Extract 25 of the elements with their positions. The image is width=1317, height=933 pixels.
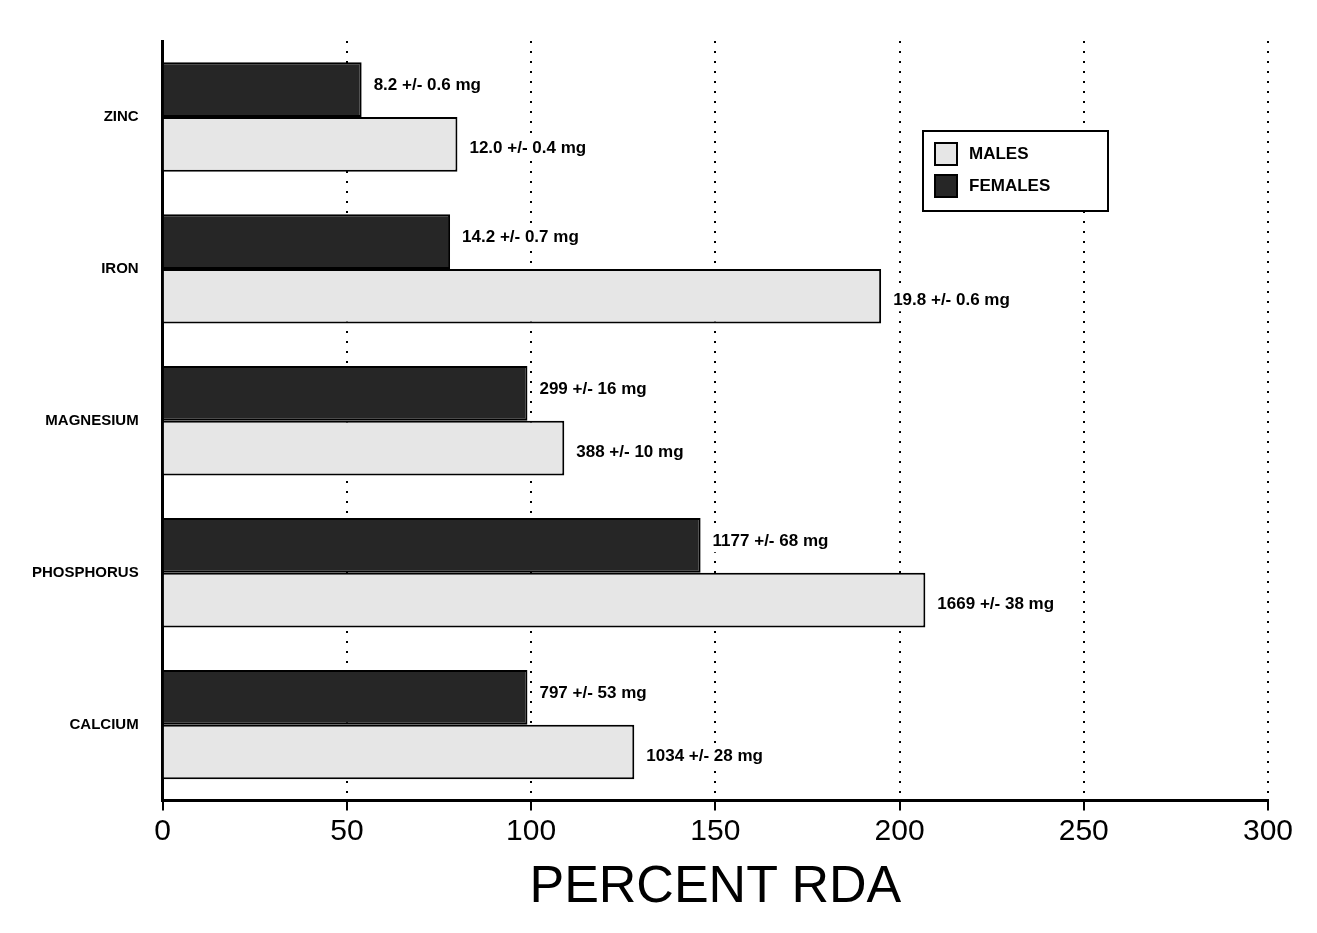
- annotation: 19.8 +/- 0.6 mg: [893, 289, 1010, 309]
- y-tick-label: ZINC: [103, 107, 139, 125]
- annotation: 8.2 +/- 0.6 mg: [373, 75, 481, 95]
- x-tick-label: 50: [330, 812, 364, 846]
- annotation: 1034 +/- 28 mg: [646, 745, 763, 765]
- annotation: 797 +/- 53 mg: [539, 682, 647, 702]
- x-tick-label: 300: [1242, 812, 1294, 846]
- x-tick-label: 100: [506, 812, 557, 846]
- x-tick-label: 150: [690, 812, 741, 846]
- y-tick-label: PHOSPHORUS: [32, 562, 139, 580]
- annotation: 12.0 +/- 0.4 mg: [469, 137, 587, 157]
- x-tick-label: 200: [874, 812, 925, 846]
- x-tick-label: 250: [1058, 812, 1109, 846]
- annotation: 1669 +/- 38 mg: [937, 593, 1055, 613]
- annotation: 388 +/- 10 mg: [576, 441, 684, 461]
- y-tick-label: IRON: [101, 259, 139, 277]
- legend-label: MALES: [969, 143, 1029, 163]
- y-tick-label: MAGNESIUM: [45, 410, 139, 428]
- annotation: 299 +/- 16 mg: [539, 379, 647, 399]
- annotation: 14.2 +/- 0.7 mg: [462, 227, 579, 247]
- x-tick-label: 0: [154, 812, 172, 846]
- x-axis-title: PERCENT RDA: [529, 855, 902, 914]
- y-tick-label: CALCIUM: [69, 714, 139, 732]
- legend-label: FEMALES: [969, 175, 1051, 195]
- annotation: 1177 +/- 68 mg: [712, 531, 829, 551]
